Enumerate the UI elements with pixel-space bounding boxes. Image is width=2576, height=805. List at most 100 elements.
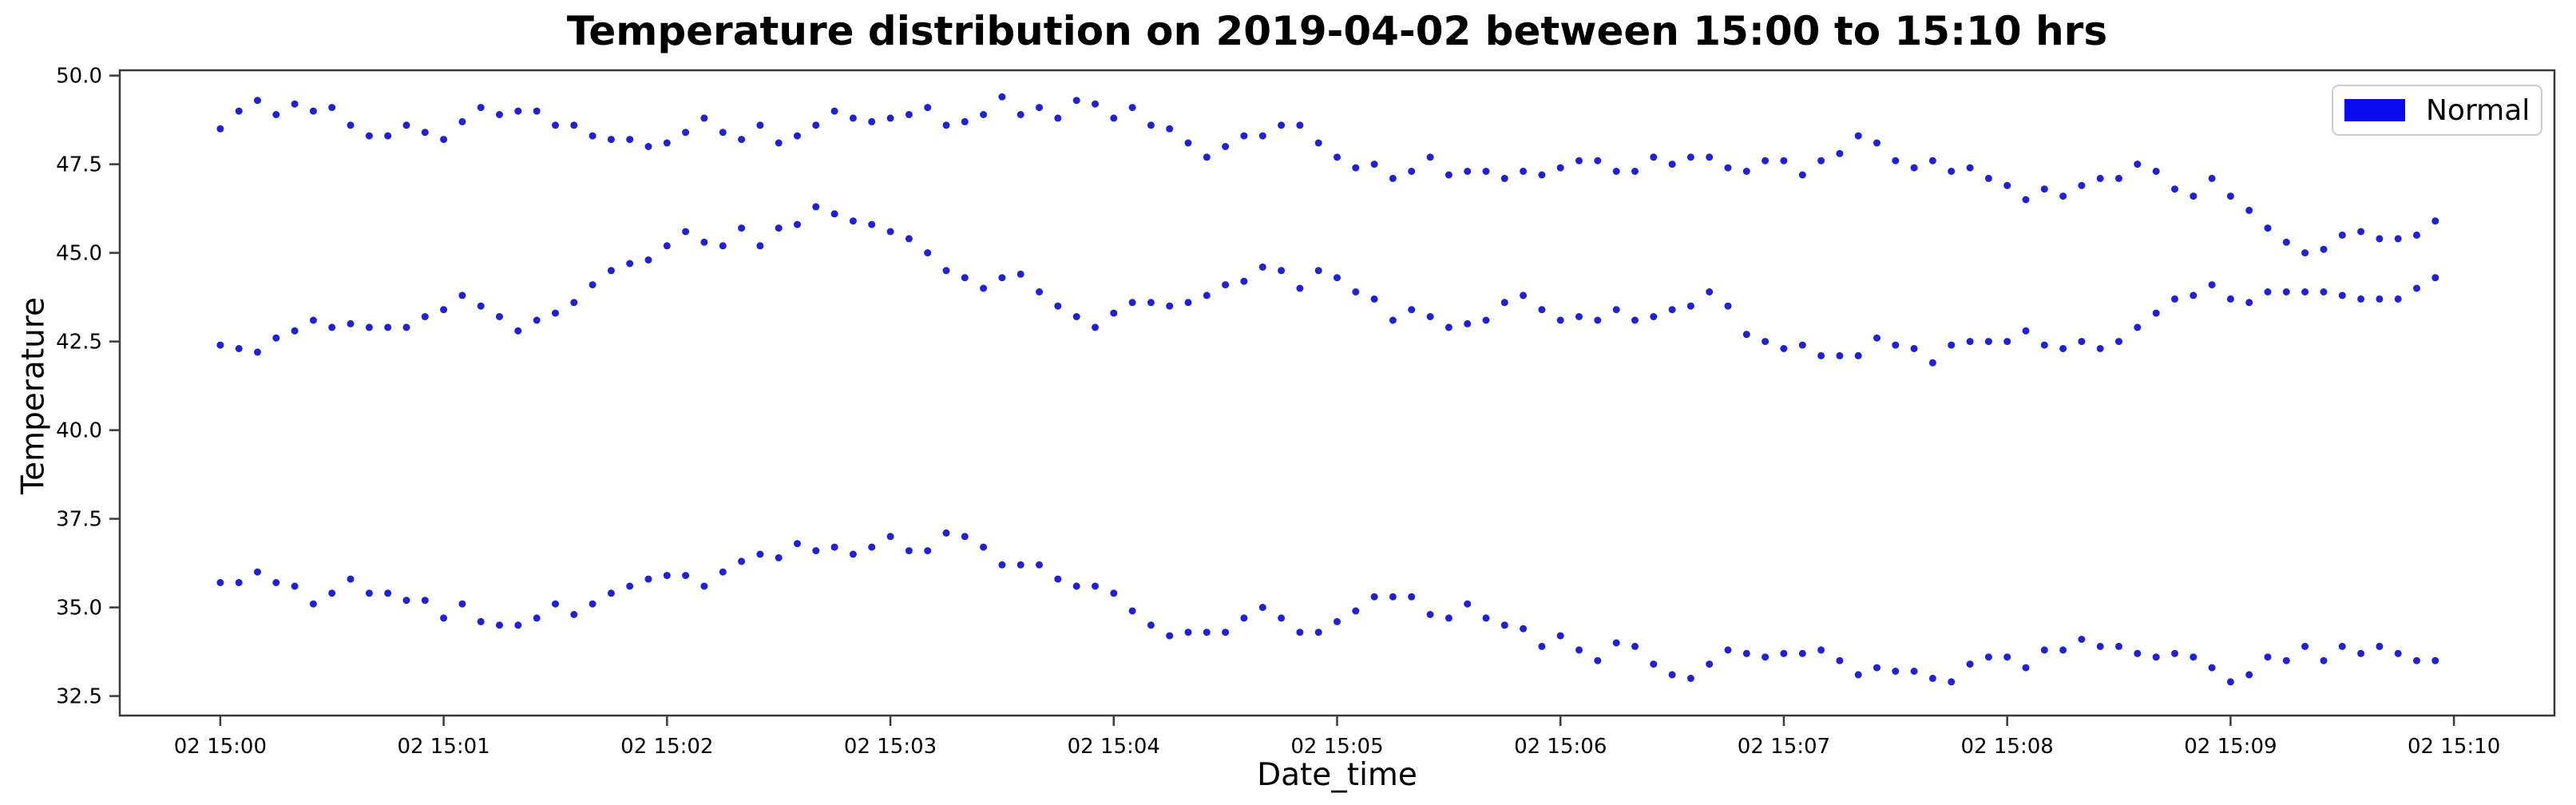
data-point — [570, 299, 578, 307]
data-point — [589, 132, 596, 140]
data-point — [1928, 157, 1936, 165]
data-point — [1314, 267, 1322, 275]
data-point — [2059, 192, 2067, 200]
data-point — [2226, 295, 2234, 303]
data-point — [1742, 649, 1750, 657]
data-point — [1966, 660, 1974, 668]
data-point — [738, 557, 746, 565]
data-point — [1836, 351, 1844, 359]
data-point — [2134, 161, 2142, 169]
data-point — [2301, 249, 2309, 257]
data-point — [1352, 164, 1360, 172]
data-point — [1817, 157, 1825, 165]
data-point — [1538, 171, 1546, 179]
data-point — [514, 107, 522, 115]
data-point — [1370, 161, 1378, 169]
data-point — [1072, 582, 1080, 590]
data-point — [738, 224, 746, 232]
data-point — [682, 228, 690, 236]
data-point — [2264, 653, 2272, 661]
data-point — [924, 547, 932, 555]
data-point — [849, 114, 857, 122]
x-tick-label: 02 15:09 — [2184, 735, 2277, 759]
data-point — [216, 579, 224, 586]
data-point — [2115, 338, 2122, 346]
legend-label: Normal — [2426, 93, 2530, 127]
data-point — [775, 139, 783, 147]
data-point — [1092, 582, 1099, 590]
x-tick-label: 02 15:05 — [1290, 735, 1383, 759]
data-point — [2301, 288, 2309, 295]
data-point — [626, 136, 634, 144]
data-point — [1780, 649, 1788, 657]
data-point — [2190, 653, 2198, 661]
data-point — [1314, 629, 1322, 636]
data-point — [1184, 299, 1192, 307]
data-point — [552, 121, 559, 129]
data-point — [347, 121, 355, 129]
data-point — [719, 242, 727, 250]
data-point — [794, 540, 801, 548]
data-point — [1892, 157, 1900, 165]
data-point — [2338, 642, 2346, 650]
data-point — [1036, 104, 1043, 112]
data-point — [1631, 316, 1639, 324]
data-point — [1575, 157, 1583, 165]
data-point — [1984, 338, 1992, 346]
data-point — [2134, 649, 2142, 657]
data-point — [663, 242, 671, 250]
data-point — [849, 217, 857, 225]
data-point — [1706, 288, 1714, 295]
data-point — [402, 597, 410, 605]
data-point — [384, 589, 392, 597]
y-tick-label: 35.0 — [56, 597, 102, 621]
scatter-points-upper — [216, 93, 2439, 257]
data-point — [924, 249, 932, 257]
data-point — [1110, 309, 1118, 317]
data-point — [2022, 327, 2030, 335]
data-point — [2190, 291, 2198, 299]
data-point — [1873, 334, 1880, 342]
data-point — [2376, 642, 2384, 650]
data-point — [2264, 224, 2272, 232]
data-point — [2320, 656, 2328, 664]
data-point — [2320, 288, 2328, 295]
data-point — [1966, 338, 1974, 346]
data-point — [1128, 104, 1136, 112]
data-point — [1798, 341, 1806, 349]
data-point — [1928, 674, 1936, 682]
y-axis-ticks: 32.5 35.0 37.5 40.0 42.5 45.0 47.5 50.0 — [56, 65, 120, 709]
data-point — [1017, 270, 1024, 278]
data-point — [607, 136, 615, 144]
data-point — [1352, 288, 1360, 295]
data-point — [980, 111, 988, 118]
data-point — [1836, 656, 1844, 664]
data-point — [756, 242, 764, 250]
data-point — [2394, 649, 2402, 657]
data-point — [812, 121, 820, 129]
data-point — [1222, 629, 1230, 636]
data-point — [2301, 642, 2309, 650]
data-point — [365, 323, 373, 331]
data-point — [1464, 168, 1472, 175]
data-point — [1520, 291, 1528, 299]
data-point — [1296, 121, 1304, 129]
data-point — [291, 100, 299, 108]
data-point — [905, 235, 913, 243]
data-point — [1166, 302, 1174, 310]
data-point — [2208, 281, 2216, 289]
data-point — [1892, 668, 1900, 675]
data-point — [700, 114, 708, 122]
data-point — [2003, 338, 2011, 346]
data-point — [868, 117, 876, 125]
data-point — [2096, 345, 2104, 352]
data-point — [1296, 629, 1304, 636]
data-point — [2245, 671, 2253, 679]
legend: Normal — [2332, 85, 2542, 136]
data-point — [1482, 168, 1490, 175]
data-point — [1222, 281, 1230, 289]
data-point — [1482, 316, 1490, 324]
data-point — [2022, 664, 2030, 672]
data-point — [756, 550, 764, 558]
